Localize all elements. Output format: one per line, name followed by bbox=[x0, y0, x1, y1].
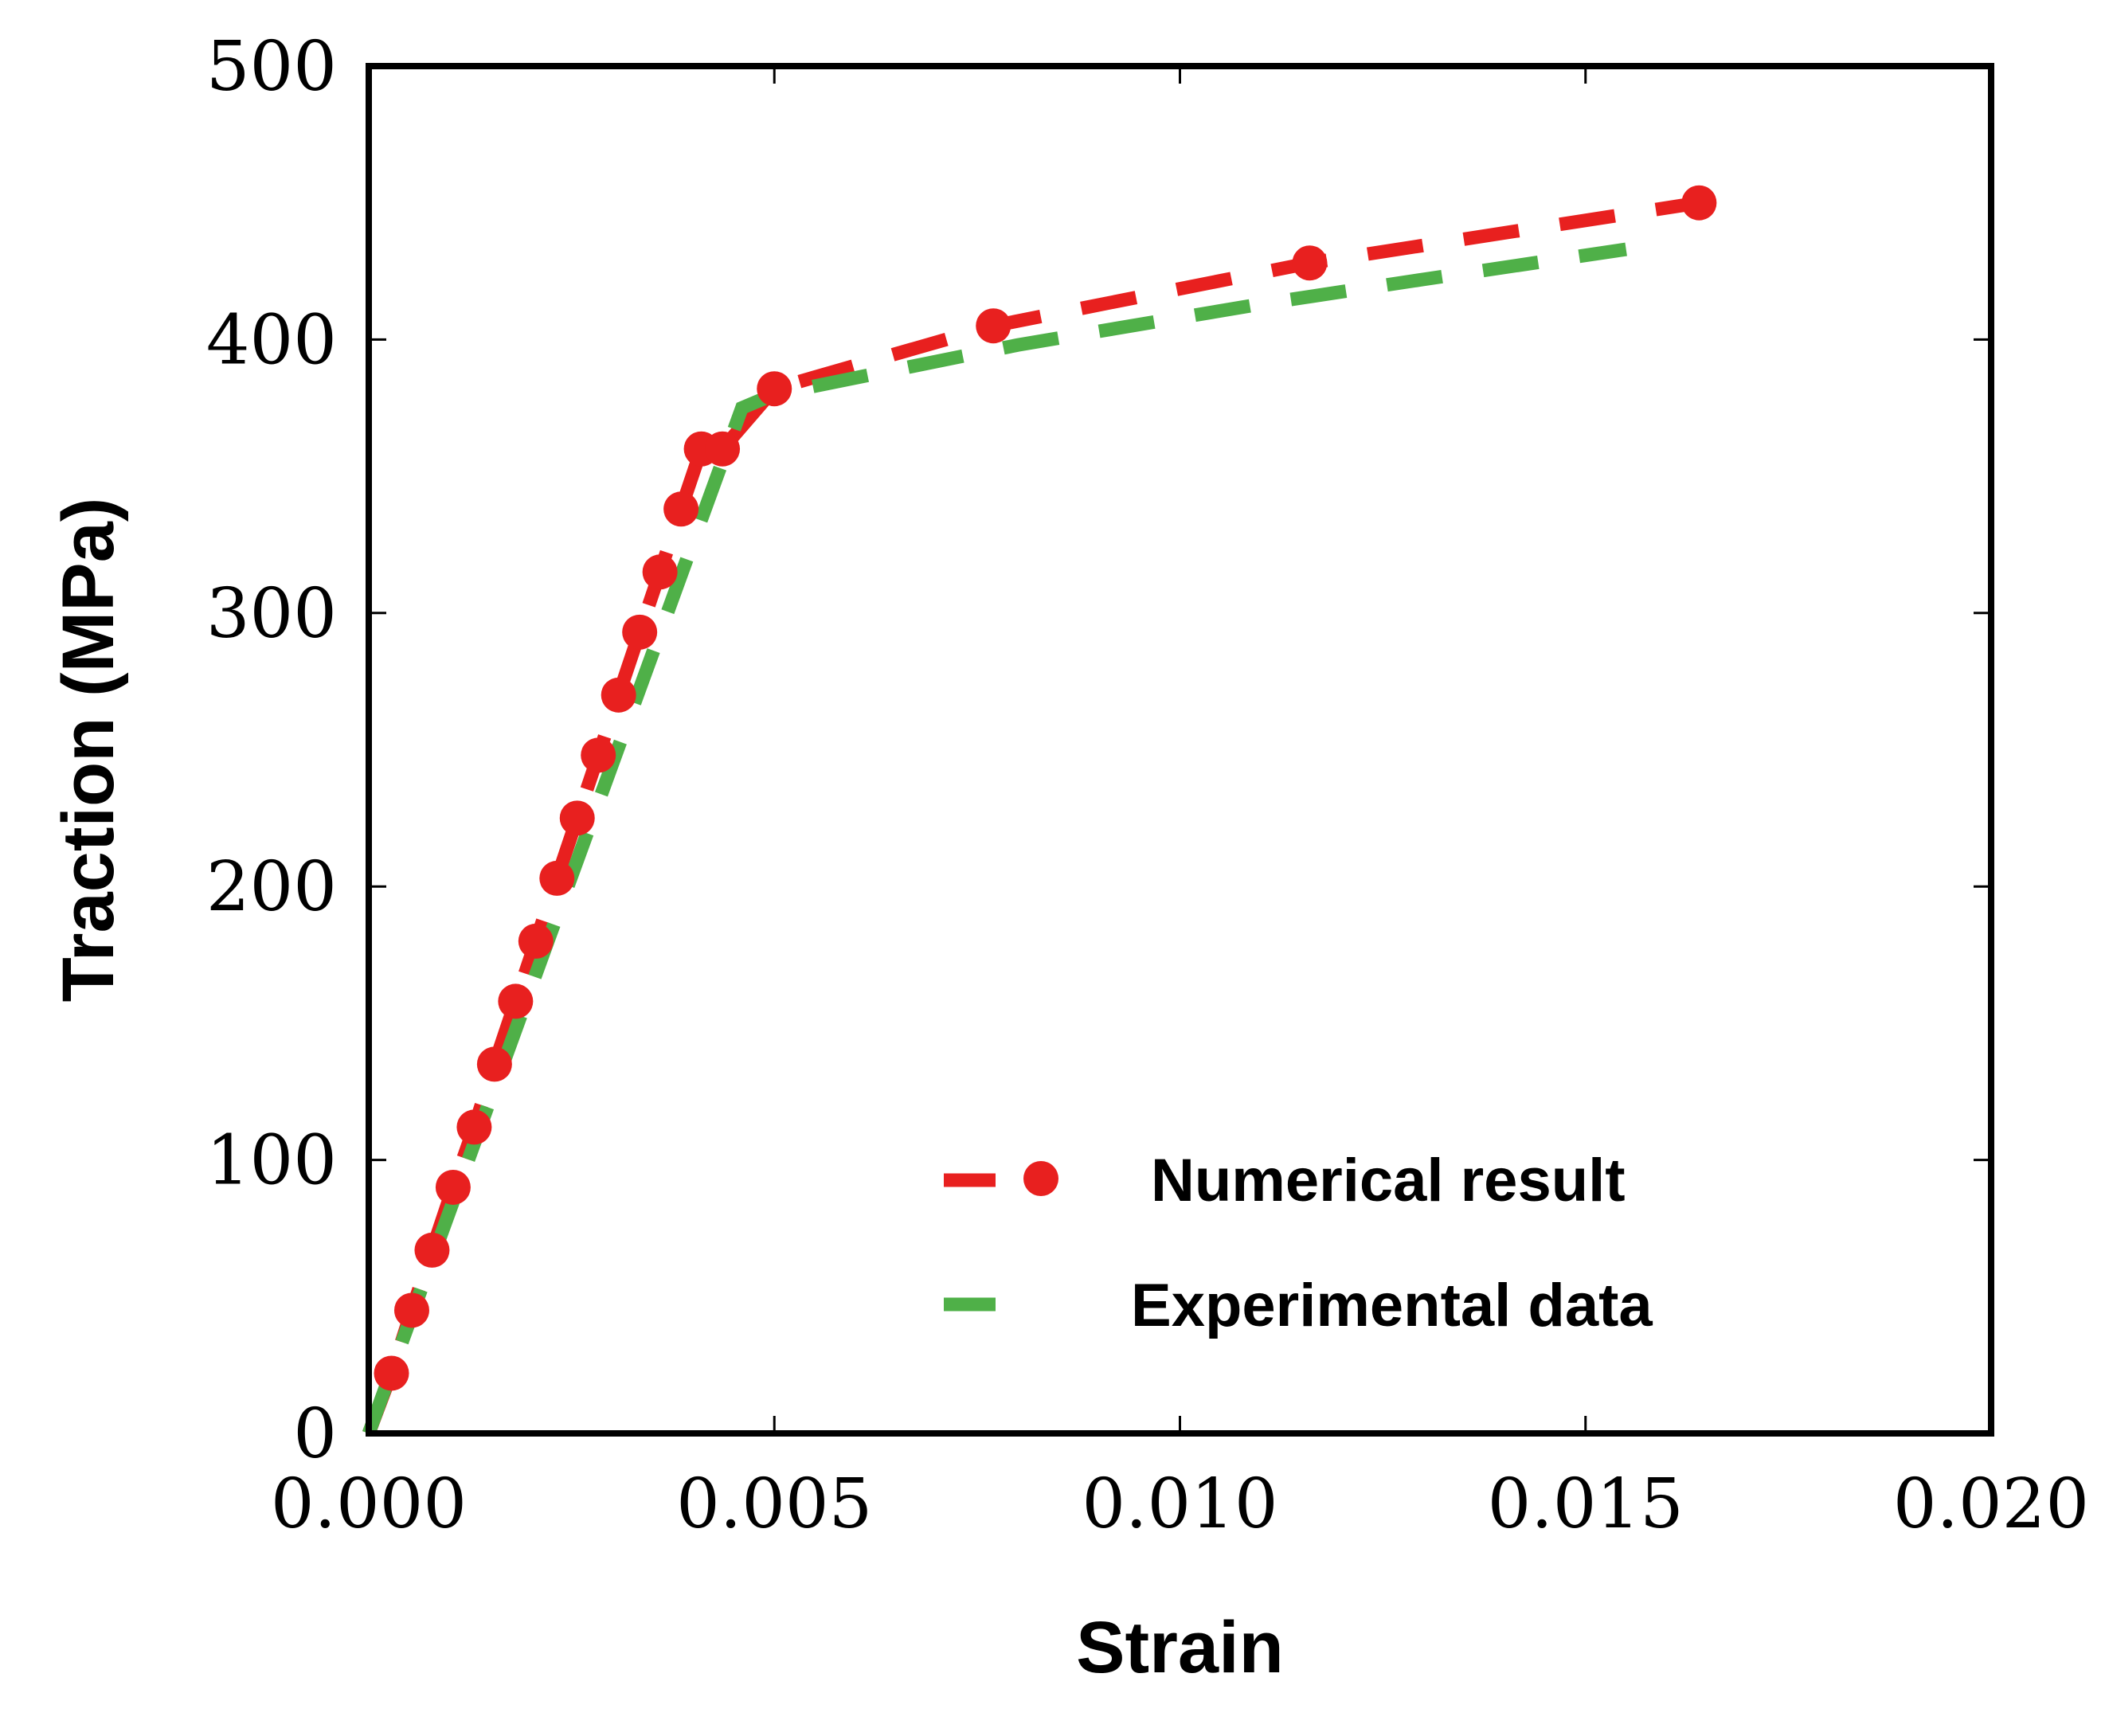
axis-ticks bbox=[367, 65, 1993, 1435]
legend-experimental-label: Experimental data bbox=[1131, 1272, 1653, 1339]
legend-numerical-marker bbox=[1023, 1161, 1058, 1196]
x-tick-label: 0.015 bbox=[1488, 1464, 1684, 1544]
series-numerical-point bbox=[663, 491, 699, 527]
series-numerical-point bbox=[642, 554, 678, 590]
series-numerical-point bbox=[476, 1046, 512, 1082]
series-numerical-point bbox=[539, 860, 575, 896]
legend-item-numerical: Numerical result bbox=[944, 1147, 1626, 1214]
legend-numerical-label: Numerical result bbox=[1151, 1147, 1626, 1214]
x-tick-label: 0.010 bbox=[1082, 1464, 1277, 1544]
x-axis-title: Strain bbox=[1076, 1607, 1284, 1688]
legend: Numerical result Experimental data bbox=[944, 1147, 1653, 1339]
series-experimental-line bbox=[362, 242, 1627, 1436]
y-tick-label: 400 bbox=[206, 300, 337, 380]
series-numerical-point bbox=[1292, 245, 1328, 281]
tick-labels: 0.000 0.005 0.010 0.015 0.020 0 100 200 300 400 50… bbox=[206, 27, 2089, 1544]
plot-data-layer bbox=[362, 185, 1717, 1437]
legend-item-experimental: Experimental data bbox=[944, 1272, 1653, 1339]
series-numerical-point bbox=[581, 737, 616, 773]
series-numerical-point bbox=[393, 1292, 429, 1328]
y-tick-label: 0 bbox=[293, 1394, 337, 1474]
series-numerical-point bbox=[601, 677, 636, 713]
y-tick-label: 300 bbox=[206, 574, 337, 654]
series-numerical-point bbox=[622, 614, 658, 650]
series-numerical-point bbox=[705, 431, 741, 467]
series-numerical-point bbox=[976, 308, 1011, 344]
y-tick-label: 100 bbox=[206, 1121, 337, 1201]
x-tick-label: 0.000 bbox=[271, 1464, 467, 1544]
series-numerical-point bbox=[1681, 185, 1717, 221]
series-numerical-point bbox=[435, 1169, 471, 1205]
y-tick-label: 500 bbox=[206, 27, 337, 107]
x-tick-label: 0.020 bbox=[1893, 1464, 2089, 1544]
series-numerical-point bbox=[374, 1355, 409, 1391]
x-tick-label: 0.005 bbox=[676, 1464, 872, 1544]
series-numerical-point bbox=[456, 1109, 492, 1145]
series-numerical-point bbox=[559, 800, 595, 836]
series-numerical-point bbox=[518, 923, 554, 959]
y-tick-label: 200 bbox=[206, 847, 337, 927]
series-numerical-point bbox=[414, 1232, 450, 1268]
series-numerical-point bbox=[498, 983, 534, 1019]
y-axis-title: Traction (MPa) bbox=[48, 498, 129, 1003]
series-numerical-point bbox=[757, 371, 792, 407]
